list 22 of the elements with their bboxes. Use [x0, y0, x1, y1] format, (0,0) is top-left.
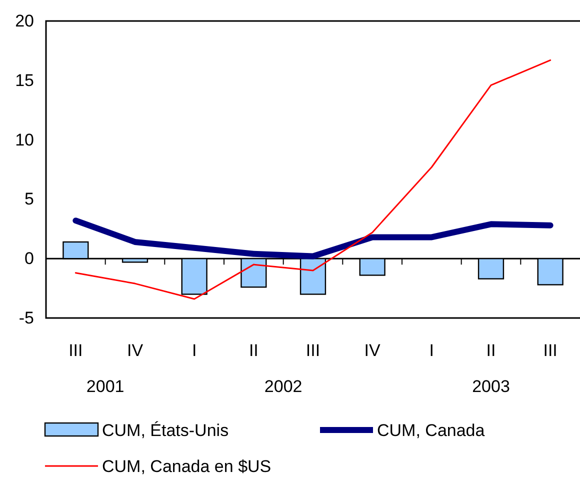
x-tick-label: III	[306, 341, 320, 360]
legend-label: CUM, Canada	[377, 421, 486, 440]
y-tick-label: -5	[18, 308, 34, 328]
x-tick-label: III	[68, 341, 83, 360]
legend-label: CUM, Canada en $US	[102, 457, 272, 476]
x-tick-label: IV	[364, 341, 382, 360]
x-tick-label: IV	[126, 341, 144, 360]
x-tick-label: II	[486, 341, 496, 360]
legend-label: CUM, États-Unis	[102, 421, 229, 440]
y-tick-label: 15	[15, 70, 34, 90]
y-tick-label: 0	[24, 249, 34, 268]
line-series	[74, 59, 552, 300]
text: 2003	[472, 377, 510, 396]
text: 2001	[86, 377, 124, 396]
y-tick-label: 10	[15, 130, 34, 150]
x-tick-label: II	[248, 341, 258, 360]
x-tick-label: III	[543, 341, 558, 360]
y-tick-label: 5	[24, 190, 34, 209]
text: 2002	[264, 377, 302, 396]
x-tick-label: I	[429, 341, 434, 360]
y-tick-label: 20	[15, 11, 34, 30]
x-tick-label: I	[192, 341, 197, 360]
